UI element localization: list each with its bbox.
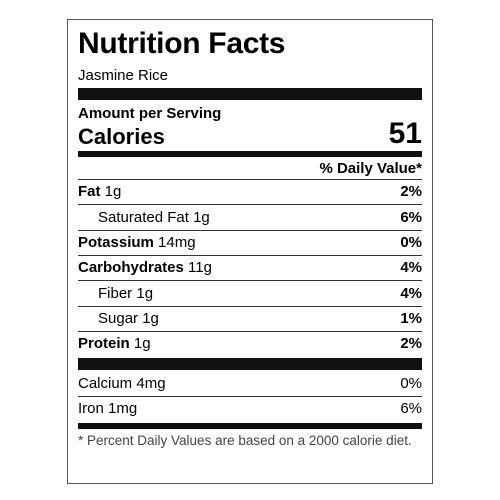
nutrient-name: Sugar 1g	[98, 310, 159, 327]
nutrient-row-sugar: Sugar 1g 1%	[78, 307, 422, 331]
row-divider	[78, 179, 422, 180]
row-divider	[78, 306, 422, 307]
nutrient-name: Carbohydrates 11g	[78, 259, 212, 276]
nutrient-name: Fiber 1g	[98, 285, 154, 302]
amount-per-serving: Amount per Serving	[78, 105, 222, 122]
mineral-percent: 0%	[400, 375, 422, 392]
nutrient-percent: 2%	[400, 335, 422, 352]
mineral-name: Iron 1mg	[78, 400, 138, 417]
nutrient-name: Protein 1g	[78, 335, 151, 352]
mineral-row-iron: Iron 1mg 6%	[78, 397, 422, 421]
nutrient-row-fiber: Fiber 1g 4%	[78, 282, 422, 306]
row-divider	[78, 280, 422, 281]
nutrient-percent: 2%	[400, 183, 422, 200]
nutrient-name: Saturated Fat 1g	[98, 209, 210, 226]
nutrient-row-saturated-fat: Saturated Fat 1g 6%	[78, 206, 422, 230]
daily-value-header: % Daily Value*	[319, 160, 422, 177]
medium-divider	[78, 151, 422, 157]
row-divider	[78, 331, 422, 332]
row-divider	[78, 255, 422, 256]
calories-value: 51	[388, 117, 422, 150]
nutrient-percent: 0%	[400, 234, 422, 251]
nutrient-row-potassium: Potassium 14mg 0%	[78, 231, 422, 255]
nutrient-percent: 4%	[400, 259, 422, 276]
mineral-percent: 6%	[400, 400, 422, 417]
footnote: * Percent Daily Values are based on a 20…	[78, 433, 412, 448]
nutrient-row-fat: Fat 1g 2%	[78, 180, 422, 204]
mineral-name: Calcium 4mg	[78, 375, 166, 392]
medium-divider	[78, 423, 422, 429]
row-divider	[78, 204, 422, 205]
mineral-row-calcium: Calcium 4mg 0%	[78, 372, 422, 396]
nutrient-row-carbohydrates: Carbohydrates 11g 4%	[78, 256, 422, 280]
row-divider	[78, 396, 422, 397]
nutrient-percent: 4%	[400, 285, 422, 302]
nutrient-name: Potassium 14mg	[78, 234, 196, 251]
row-divider	[78, 230, 422, 231]
thick-divider	[78, 88, 422, 100]
nutrient-name: Fat 1g	[78, 183, 122, 200]
nutrient-percent: 6%	[400, 209, 422, 226]
food-name: Jasmine Rice	[78, 67, 169, 84]
thick-divider	[78, 358, 422, 370]
label-title: Nutrition Facts	[78, 27, 286, 60]
nutrition-label: Nutrition Facts Jasmine Rice Amount per …	[67, 19, 433, 484]
calories-label: Calories	[78, 124, 165, 149]
nutrient-percent: 1%	[400, 310, 422, 327]
nutrient-row-protein: Protein 1g 2%	[78, 332, 422, 356]
